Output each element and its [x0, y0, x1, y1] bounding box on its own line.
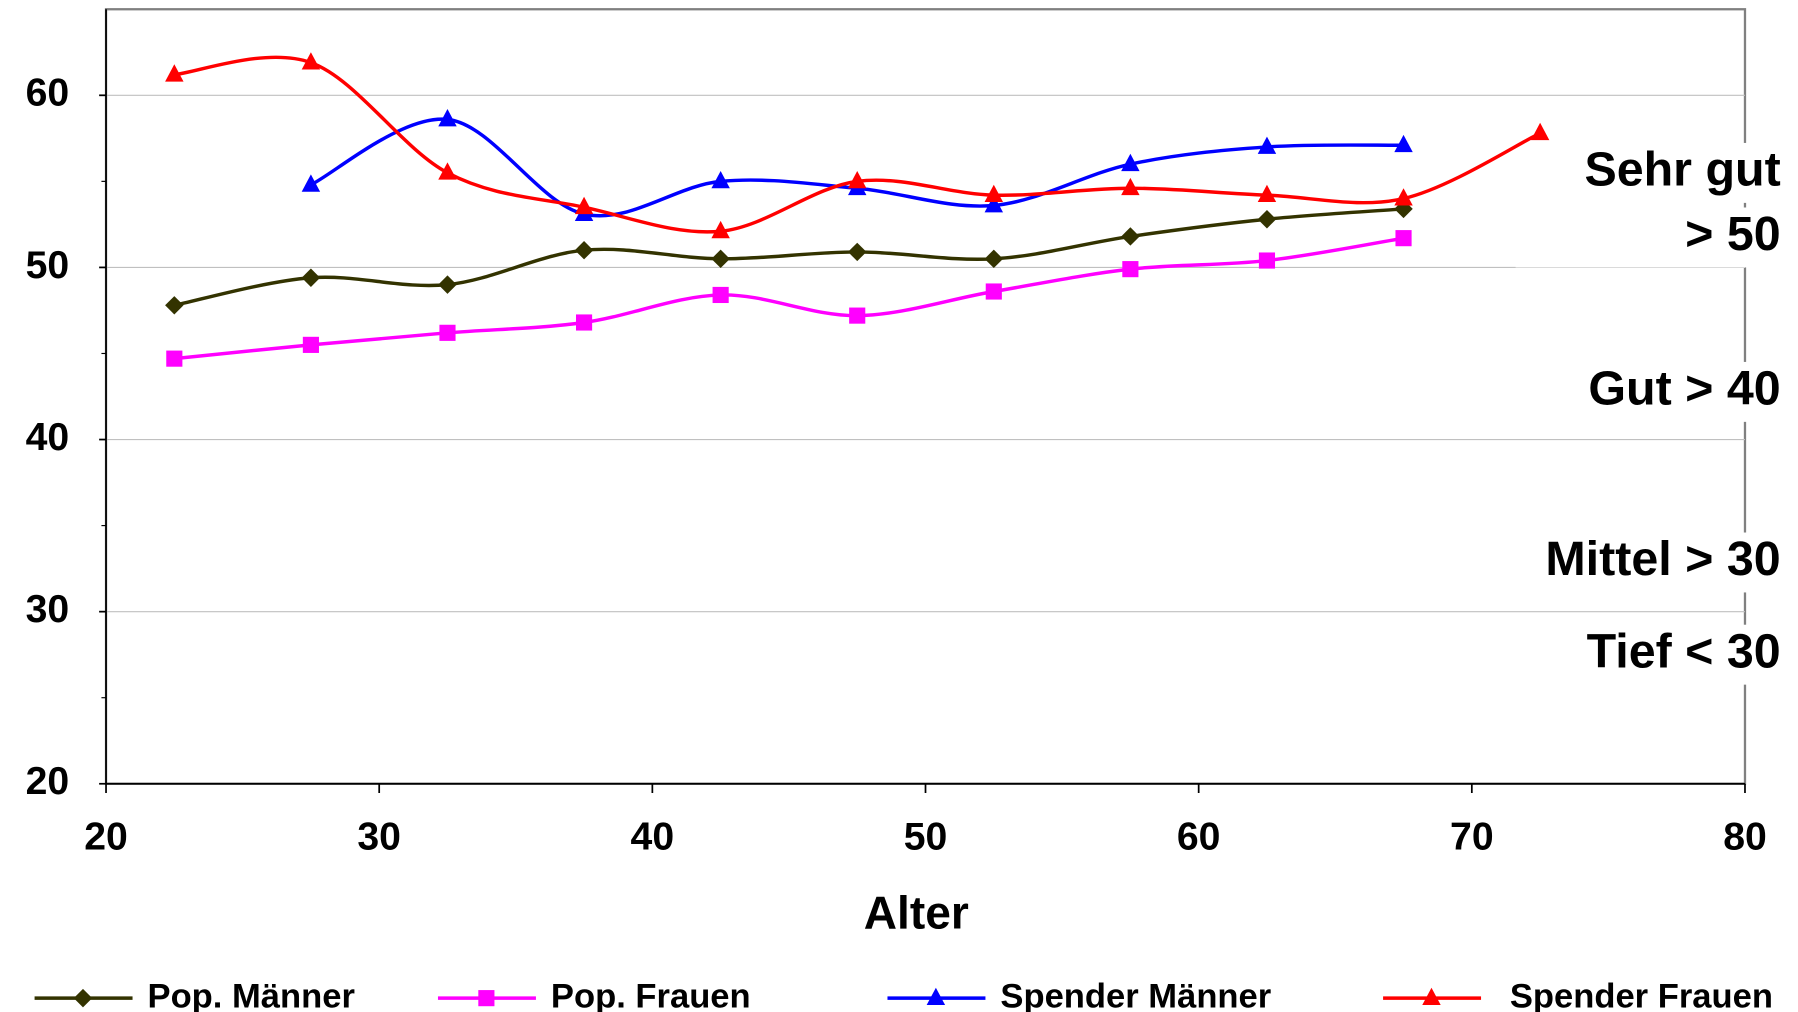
x-tick-label: 60	[1177, 815, 1221, 858]
legend-marker	[478, 990, 495, 1007]
data-point	[984, 184, 1004, 203]
data-point	[165, 64, 184, 82]
annotation: Mittel > 30	[1545, 532, 1780, 586]
y-tick-label: 40	[26, 416, 70, 459]
legend-label: Spender Männer	[1000, 977, 1271, 1012]
series-line	[310, 117, 1404, 218]
data-point	[166, 350, 183, 367]
series-line	[173, 207, 1404, 307]
data-point	[1257, 184, 1277, 203]
data-point	[712, 286, 729, 304]
data-point	[849, 307, 866, 324]
x-tick-label: 70	[1450, 815, 1494, 858]
data-point	[711, 170, 730, 189]
annotation-bg	[1515, 532, 1781, 593]
data-point	[1394, 134, 1413, 153]
data-point	[1257, 210, 1277, 229]
data-point	[438, 109, 457, 127]
data-point	[984, 195, 1004, 213]
data-point	[984, 249, 1004, 269]
annotation: Gut > 40	[1588, 362, 1780, 416]
y-tick-label: 30	[26, 588, 70, 631]
data-point	[301, 268, 321, 287]
data-point	[1530, 122, 1550, 141]
data-point	[847, 170, 867, 189]
legend-marker	[73, 988, 93, 1008]
x-tick-label: 20	[84, 815, 128, 858]
x-tick-label: 50	[904, 815, 948, 858]
data-point	[1121, 153, 1140, 172]
data-point	[1122, 261, 1139, 278]
data-point	[1121, 227, 1140, 246]
x-axis-title: Alter	[864, 886, 969, 938]
data-point	[302, 336, 319, 353]
data-point	[847, 242, 867, 262]
plot-area	[104, 8, 1747, 785]
data-point	[575, 314, 593, 331]
data-point	[711, 220, 730, 239]
annotation-bg	[1515, 207, 1781, 268]
data-point	[438, 162, 457, 180]
legend-label: Spender Frauen	[1510, 977, 1773, 1012]
data-point	[711, 249, 730, 269]
x-tick-label: 40	[631, 815, 675, 858]
data-point	[1394, 188, 1413, 206]
data-point	[1257, 136, 1277, 154]
legend-label: Pop. Männer	[148, 977, 355, 1012]
data-point	[301, 52, 321, 70]
legend-label: Pop. Frauen	[551, 977, 751, 1012]
data-point	[1258, 252, 1276, 269]
data-point	[301, 174, 321, 192]
legend-marker	[1422, 987, 1441, 1006]
annotation: Sehr gut	[1584, 143, 1780, 197]
annotation-bg	[1515, 624, 1781, 685]
data-point	[438, 275, 457, 294]
data-point	[985, 283, 1002, 300]
legend-marker	[926, 987, 946, 1006]
data-point	[574, 196, 594, 215]
x-tick-label: 30	[357, 815, 401, 858]
data-point	[1121, 177, 1140, 196]
data-point	[165, 296, 184, 315]
annotation: > 50	[1685, 207, 1781, 261]
data-point	[574, 240, 594, 260]
y-tick-label: 50	[26, 244, 70, 287]
series-line	[174, 236, 1404, 361]
annotation: Tief < 30	[1587, 624, 1781, 678]
x-tick-label: 80	[1723, 815, 1767, 858]
annotation-bg	[1515, 142, 1781, 203]
annotation-bg	[1515, 361, 1781, 422]
y-tick-label: 60	[26, 72, 70, 115]
data-point	[1395, 230, 1412, 247]
data-point	[439, 324, 456, 341]
y-tick-label: 20	[26, 760, 70, 803]
